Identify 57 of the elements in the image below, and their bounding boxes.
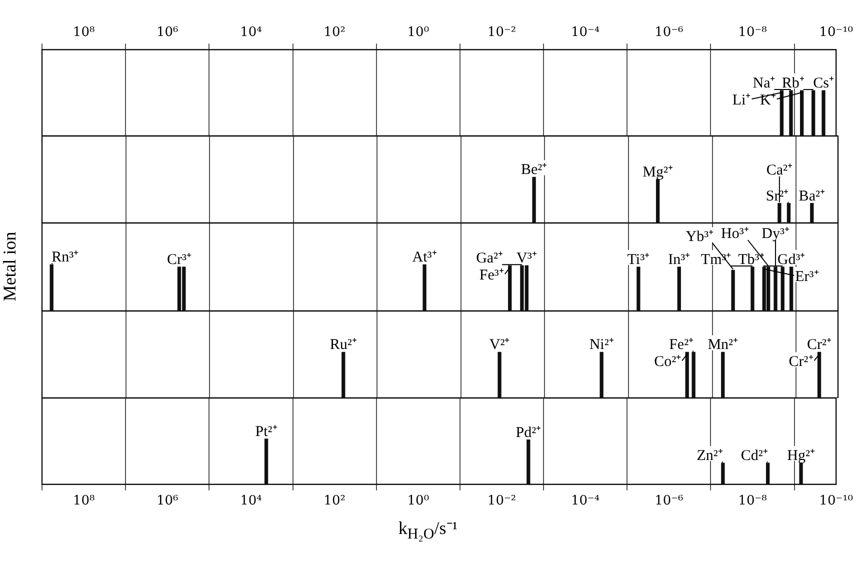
x-tick-label: 10² bbox=[324, 494, 346, 509]
annotation: Fe²⁺ bbox=[669, 337, 694, 354]
annotation: Tb³⁺ bbox=[738, 252, 764, 268]
x-tick-label: 10⁻⁶ bbox=[654, 25, 684, 40]
x-tick-label: 10⁶ bbox=[156, 494, 178, 509]
annotation: Ho³⁺ bbox=[721, 226, 749, 242]
x-tick-label: 10⁻⁶ bbox=[654, 494, 684, 509]
x-tick-label: 10⁰ bbox=[407, 25, 430, 40]
annotation: Be²⁺ bbox=[520, 162, 548, 178]
annotation: Cr³⁺ bbox=[166, 252, 192, 268]
annotation: Ba²⁺ bbox=[798, 188, 825, 204]
annotation: Er³⁺ bbox=[795, 269, 819, 285]
x-tick-label: 10² bbox=[324, 25, 346, 40]
x-tick-label: 10⁻² bbox=[487, 25, 516, 40]
annotation: Co²⁺ bbox=[654, 354, 682, 370]
annotation: Zn²⁺ bbox=[696, 448, 723, 464]
annotation: Hg²⁺ bbox=[787, 448, 815, 464]
annotation: Pt²⁺ bbox=[255, 424, 278, 440]
annotation: Mg²⁺ bbox=[642, 164, 673, 180]
x-axis-title: k$_{H₂O}$/s⁻¹ bbox=[397, 517, 459, 544]
x-tick-label: 10⁴ bbox=[240, 494, 262, 509]
annotation: Dy³⁺ bbox=[762, 226, 790, 242]
x-tick-label: 10⁶ bbox=[156, 25, 178, 40]
annotation: Na⁺ bbox=[752, 76, 776, 92]
x-tick-label: 10⁸ bbox=[72, 494, 95, 509]
annotation: V²⁺ bbox=[489, 337, 510, 354]
annotation: Fe³⁺ bbox=[479, 268, 504, 284]
annotation: Gd³⁺ bbox=[777, 252, 806, 268]
annotation: Ti³⁺ bbox=[627, 252, 650, 268]
x-tick-label: 10⁸ bbox=[72, 25, 95, 40]
x-tick-label: 10⁻⁴ bbox=[571, 494, 600, 509]
annotation: Ni²⁺ bbox=[589, 337, 614, 354]
y-axis-title: Metal ion bbox=[0, 230, 20, 303]
annotation: In³⁺ bbox=[668, 252, 690, 268]
x-tick-label: 10⁻¹⁰ bbox=[819, 494, 853, 509]
annotation: Cs⁺ bbox=[813, 76, 834, 92]
x-tick-label: 10⁴ bbox=[240, 25, 262, 40]
annotation: Yb³⁺ bbox=[686, 229, 714, 246]
annotation: Ru²⁺ bbox=[330, 337, 357, 354]
annotation: Cd²⁺ bbox=[740, 448, 768, 464]
annotation: At³⁺ bbox=[412, 250, 437, 266]
annotation: Rn³⁺ bbox=[52, 250, 79, 266]
annotation: Rb⁺ bbox=[782, 76, 804, 92]
x-tick-label: 10⁻⁸ bbox=[738, 25, 767, 40]
annotation: Ca²⁺ bbox=[766, 162, 793, 178]
x-tick-label: 10⁻¹⁰ bbox=[819, 25, 853, 40]
x-tick-label: 10⁻² bbox=[487, 494, 516, 509]
annotation: Cr²⁺ bbox=[807, 337, 832, 354]
annotation: Pd²⁺ bbox=[516, 424, 542, 441]
annotation: Mn²⁺ bbox=[708, 337, 738, 354]
annotation: Ga²⁺ bbox=[476, 250, 504, 267]
x-tick-label: 10⁰ bbox=[407, 494, 430, 509]
x-tick-label: 10⁻⁸ bbox=[738, 494, 767, 509]
x-tick-label: 10⁻⁴ bbox=[571, 25, 600, 40]
annotation: V³⁺ bbox=[516, 250, 537, 267]
annotation: Cr²⁺ bbox=[788, 354, 814, 370]
annotation: Li⁺ bbox=[732, 92, 751, 109]
